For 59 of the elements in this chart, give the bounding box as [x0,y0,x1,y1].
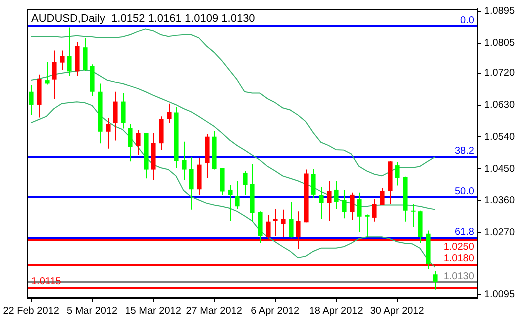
annotation: 61.8 [454,226,475,238]
candlestick [189,156,194,210]
candlestick [52,50,57,100]
candlestick [372,199,377,222]
candlestick [60,50,65,71]
candlestick [311,168,316,199]
chart-title: AUDUSD,Daily 1.0152 1.0161 1.0109 1.0130 [31,13,256,25]
ref-line-label: 1.0115 [31,276,62,288]
y-tick-label: 1.0540 [484,132,516,143]
candlestick [433,270,438,290]
candlestick [273,208,278,237]
candlestick [228,184,233,222]
candlestick [319,187,324,220]
candlestick [350,192,355,221]
ref-line-label: 1.0130 [444,271,475,282]
candlestick [136,130,141,156]
y-tick-label: 1.0895 [484,6,516,18]
candlestick [380,188,385,206]
x-tick-label: 18 Apr 2012 [309,306,364,317]
candlestick [106,118,111,150]
candlestick [113,91,118,142]
ref-line-label: 1.0250 [444,242,475,253]
candlestick [29,85,34,116]
x-tick-label: 22 Feb 2012 [3,306,60,317]
ref-line-label: 1.0180 [444,254,475,265]
x-tick-label: 6 Apr 2012 [251,306,300,317]
x-tick-label: 5 Mar 2012 [67,306,118,317]
candlestick [289,202,294,238]
candlestick [342,189,347,220]
candlestick [327,180,332,222]
candlestick [67,27,72,76]
y-tick-label: 1.0270 [484,228,516,239]
y-tick-label: 1.0095 [484,290,516,301]
candlestick [235,180,240,210]
y-tick-label: 1.0360 [484,196,516,207]
x-tick-label: 15 Mar 2012 [125,306,182,317]
candlestick [281,209,286,238]
candlestick [182,141,187,181]
candlestick [220,168,225,196]
candlestick [357,192,362,233]
candlestick [121,92,126,130]
y-tick-label: 1.0720 [484,68,516,80]
annotation: 38.2 [454,146,475,158]
candlestick [395,162,400,186]
candlestick [411,204,416,228]
annotation: 0.0 [460,15,475,26]
candlestick [83,38,88,72]
annotation: 50.0 [454,186,475,198]
candlestick [167,103,172,124]
y-tick-label: 1.0630 [484,100,516,112]
candlestick [128,124,133,162]
candlestick [243,170,248,196]
y-tick-label: 1.0450 [484,164,516,175]
y-tick-label: 1.0805 [484,38,516,50]
candlestick [365,214,370,238]
x-tick-label: 27 Mar 2012 [186,306,243,317]
x-tick-label: 30 Apr 2012 [370,306,425,317]
candlestick [45,62,50,86]
candlestick [334,180,339,210]
